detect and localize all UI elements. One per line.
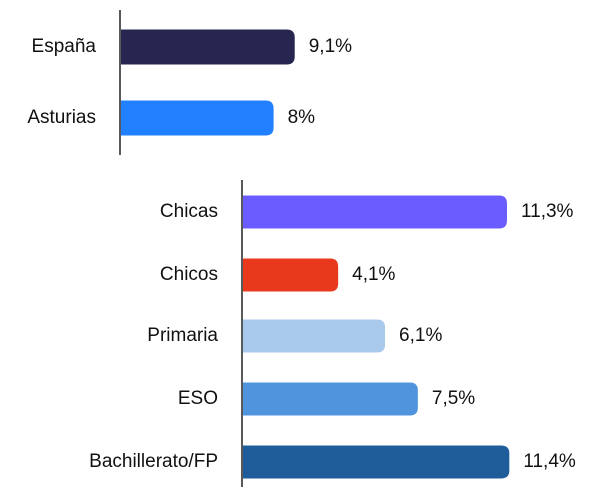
value-label: 8% bbox=[288, 107, 316, 128]
bar bbox=[121, 100, 274, 136]
bar bbox=[243, 319, 386, 353]
value-label: 4,1% bbox=[352, 264, 395, 285]
bar bbox=[243, 382, 418, 416]
bar bbox=[243, 258, 339, 292]
bar bbox=[243, 195, 507, 229]
category-label: ESO bbox=[178, 388, 218, 409]
value-label: 11,4% bbox=[523, 451, 576, 472]
category-label: Asturias bbox=[27, 107, 96, 128]
bar bbox=[243, 445, 510, 479]
category-label: España bbox=[32, 36, 97, 57]
value-label: 11,3% bbox=[521, 201, 574, 222]
bar bbox=[121, 29, 295, 65]
category-label: Primaria bbox=[147, 325, 218, 346]
category-label: Bachillerato/FP bbox=[89, 451, 218, 472]
value-label: 7,5% bbox=[432, 388, 475, 409]
category-label: Chicas bbox=[160, 201, 218, 222]
value-label: 9,1% bbox=[309, 36, 352, 57]
category-label: Chicos bbox=[160, 264, 218, 285]
value-label: 6,1% bbox=[399, 325, 442, 346]
